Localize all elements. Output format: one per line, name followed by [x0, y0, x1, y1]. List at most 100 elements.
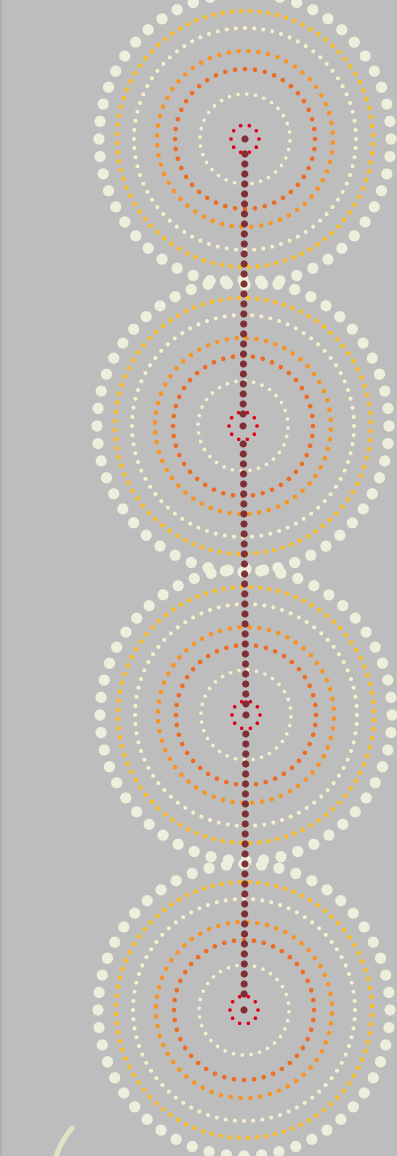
connector-dot	[240, 990, 248, 998]
dot-ring	[94, 563, 397, 867]
connector-dot	[241, 660, 250, 668]
connector-dot	[241, 790, 250, 798]
connector-dot	[240, 940, 249, 948]
connector-dot	[240, 500, 248, 508]
connector-dot	[240, 310, 248, 318]
connector-dot	[240, 960, 248, 968]
dot-ring	[196, 379, 290, 473]
dot-circle-3	[94, 563, 397, 867]
connector-dot	[241, 580, 249, 588]
center-dot	[239, 422, 247, 430]
connector-dot	[239, 470, 248, 478]
connector-dot	[240, 530, 248, 538]
dot-ring	[172, 66, 318, 212]
connector-dot	[240, 260, 248, 268]
connector-dot	[241, 160, 249, 168]
connector-dot	[240, 320, 248, 328]
left-edge-line	[0, 0, 2, 1156]
connector-dot	[240, 560, 249, 568]
connector-dot	[241, 620, 249, 628]
dot-ring	[199, 668, 293, 762]
dot-ring	[198, 92, 292, 186]
connector-dot	[239, 460, 247, 468]
dot-ring	[228, 994, 260, 1026]
dot-circle-4	[92, 858, 396, 1156]
connector-dot	[241, 590, 249, 598]
connector-dot	[240, 230, 248, 238]
connector-dot	[240, 300, 248, 308]
connector-dot	[239, 340, 248, 348]
connector-dot	[239, 400, 247, 408]
connector-dot	[239, 450, 247, 458]
connector-dot	[241, 880, 249, 888]
connector-dot	[241, 670, 250, 678]
dot-ring	[113, 879, 375, 1141]
connector-dot	[240, 480, 248, 488]
connector-dot	[240, 980, 248, 988]
connector-dot	[240, 270, 248, 278]
connector-dot	[240, 200, 249, 208]
connector-dot	[239, 390, 247, 398]
connector-dot	[241, 860, 249, 868]
dot-ring	[170, 353, 316, 499]
connector-dot	[241, 600, 249, 608]
center-dot	[241, 135, 249, 143]
dot-ring	[173, 642, 319, 788]
connector-dot	[240, 280, 248, 288]
connector-dot	[241, 190, 249, 198]
connector-dot	[241, 850, 249, 858]
connector-dot	[242, 770, 250, 778]
connector-dot	[241, 640, 249, 648]
connector-dot	[240, 210, 249, 218]
connector-dot	[240, 540, 248, 548]
dot-ring	[112, 295, 374, 557]
connector-dot	[241, 900, 249, 908]
dot-ring	[153, 919, 335, 1101]
connector-dot	[241, 820, 249, 828]
dot-ring	[229, 123, 261, 155]
connector-dot	[239, 360, 248, 368]
connector-dot	[242, 740, 250, 748]
dot-ring	[230, 699, 262, 731]
connector-dot	[242, 690, 250, 698]
dot-ring	[154, 48, 336, 230]
connector-dot	[241, 150, 249, 158]
connector-dot	[239, 370, 247, 378]
connector-dot	[242, 680, 250, 688]
connector-dot	[242, 730, 250, 738]
connector-dot	[240, 550, 248, 558]
connector-dot	[241, 800, 249, 808]
connector-dot	[241, 610, 249, 618]
connector-dot	[240, 570, 249, 578]
center-dot	[242, 711, 250, 719]
connector-dot	[239, 350, 248, 358]
dot-circles-layer	[91, 0, 397, 1156]
dot-ring	[132, 26, 358, 252]
dot-ring	[171, 937, 317, 1083]
connector-dot	[240, 240, 248, 248]
connector-dot	[240, 290, 248, 298]
dot-ring	[130, 313, 356, 539]
connector-dot	[242, 700, 250, 708]
connector-dots-layer	[239, 135, 250, 1014]
connector-dot	[241, 810, 249, 818]
connector-dot	[240, 490, 248, 498]
dot-ring	[92, 858, 396, 1156]
connector-dot	[241, 650, 249, 658]
connector-dot	[239, 380, 247, 388]
connector-dot	[240, 250, 248, 258]
connector-dot	[240, 220, 249, 228]
connector-dot	[241, 780, 250, 788]
center-dot	[240, 1006, 248, 1014]
connector-dot	[241, 910, 249, 918]
dot-ring	[155, 624, 337, 806]
connector-dot	[240, 920, 249, 928]
connector-dot	[240, 510, 248, 518]
connector-dot	[239, 440, 247, 448]
connector-dot	[240, 930, 249, 938]
connector-dot	[241, 840, 249, 848]
connector-dot	[241, 170, 249, 178]
connector-dot	[241, 830, 249, 838]
connector-dot	[241, 870, 249, 878]
